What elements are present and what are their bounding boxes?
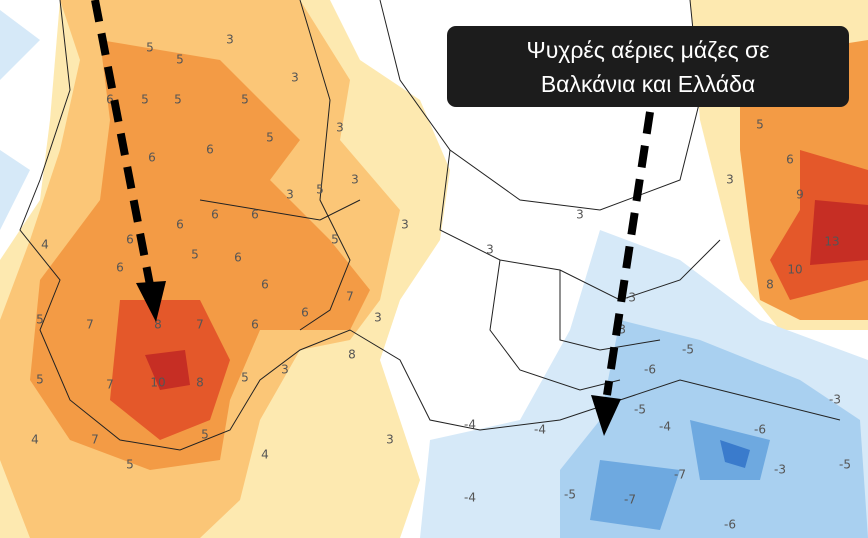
contour-label: 3 bbox=[576, 208, 584, 222]
contour-label: 5 bbox=[126, 458, 134, 472]
contour-label: 6 bbox=[106, 93, 114, 107]
contour-label: 6 bbox=[234, 251, 242, 265]
contour-label: 3 bbox=[281, 363, 289, 377]
contour-label: 5 bbox=[756, 118, 764, 132]
contour-label: 8 bbox=[196, 376, 204, 390]
contour-label: 5 bbox=[241, 93, 249, 107]
contour-label: -7 bbox=[624, 493, 636, 507]
contour-label: 5 bbox=[316, 183, 324, 197]
contour-label: -4 bbox=[659, 420, 671, 434]
caption-line: Βαλκάνια και Ελλάδα bbox=[540, 71, 756, 97]
arrows bbox=[91, 0, 654, 436]
arrow-head bbox=[591, 395, 621, 436]
contour-label: -6 bbox=[724, 518, 736, 532]
contour-label: 5 bbox=[36, 313, 44, 327]
contour-label: 10 bbox=[787, 263, 802, 277]
contour-label: 5 bbox=[191, 248, 199, 262]
contour-label: 6 bbox=[116, 261, 124, 275]
contour-label: -5 bbox=[682, 343, 694, 357]
contour-label: 5 bbox=[36, 373, 44, 387]
contour-label: -3 bbox=[774, 463, 786, 477]
contour-label: -5 bbox=[564, 488, 576, 502]
contour-label: 5 bbox=[266, 131, 274, 145]
contour-label: 4 bbox=[31, 433, 39, 447]
contour-label: -4 bbox=[534, 423, 546, 437]
contour-label: 5 bbox=[176, 53, 184, 67]
contour-label: 3 bbox=[374, 311, 382, 325]
contour-label: 7 bbox=[106, 378, 114, 392]
contour-label: -7 bbox=[674, 468, 686, 482]
contour-label: 3 bbox=[401, 218, 409, 232]
contour-label: 6 bbox=[261, 278, 269, 292]
contour-label: 7 bbox=[86, 318, 94, 332]
contour-label: 8 bbox=[766, 278, 774, 292]
contour-label: 5 bbox=[146, 41, 154, 55]
contour-label: -5 bbox=[634, 403, 646, 417]
contour-label: 9 bbox=[796, 188, 804, 202]
contour-label: 6 bbox=[148, 151, 156, 165]
contour-label: 3 bbox=[726, 173, 734, 187]
contour-label: 6 bbox=[211, 208, 219, 222]
contour-label: 5 bbox=[201, 428, 209, 442]
contour-label: 5 bbox=[241, 371, 249, 385]
contour-label: -6 bbox=[754, 423, 766, 437]
contour-label: 5 bbox=[174, 93, 182, 107]
contour-label: 7 bbox=[91, 433, 99, 447]
contour-label: 7 bbox=[346, 290, 354, 304]
contour-label: 6 bbox=[301, 306, 309, 320]
contour-label: 3 bbox=[336, 121, 344, 135]
arrow-head bbox=[136, 281, 166, 322]
caption-box: Ψυχρές αέριες μάζες σε Βαλκάνια και Ελλά… bbox=[447, 26, 849, 107]
contour-label: -5 bbox=[839, 458, 851, 472]
contour-label: 6 bbox=[251, 208, 259, 222]
contour-label: 6 bbox=[206, 143, 214, 157]
contour-label: 3 bbox=[286, 188, 294, 202]
contour-label: 6 bbox=[251, 318, 259, 332]
contour-label: 5 bbox=[141, 93, 149, 107]
contour-label: 4 bbox=[41, 238, 49, 252]
contour-label: 3 bbox=[386, 433, 394, 447]
contour-label: 7 bbox=[196, 318, 204, 332]
contour-label: 3 bbox=[486, 243, 494, 257]
contour-label: -3 bbox=[829, 393, 841, 407]
contour-label: 3 bbox=[351, 173, 359, 187]
contour-label: -3 bbox=[624, 291, 636, 305]
caption-line: Ψυχρές αέριες μάζες σε bbox=[526, 37, 770, 63]
contour-label: 13 bbox=[824, 235, 839, 249]
contour-label: 3 bbox=[226, 33, 234, 47]
contour-label: 6 bbox=[126, 233, 134, 247]
contour-label: 10 bbox=[150, 376, 165, 390]
contour-label: 8 bbox=[154, 318, 162, 332]
contour-label: 3 bbox=[291, 71, 299, 85]
contour-label: 6 bbox=[176, 218, 184, 232]
contour-label: -6 bbox=[644, 363, 656, 377]
contour-label: 5 bbox=[331, 233, 339, 247]
contour-label: -4 bbox=[464, 491, 476, 505]
contour-label: 4 bbox=[261, 448, 269, 462]
contour-label: 6 bbox=[786, 153, 794, 167]
contour-label: -4 bbox=[464, 418, 476, 432]
contour-label: 8 bbox=[348, 348, 356, 362]
